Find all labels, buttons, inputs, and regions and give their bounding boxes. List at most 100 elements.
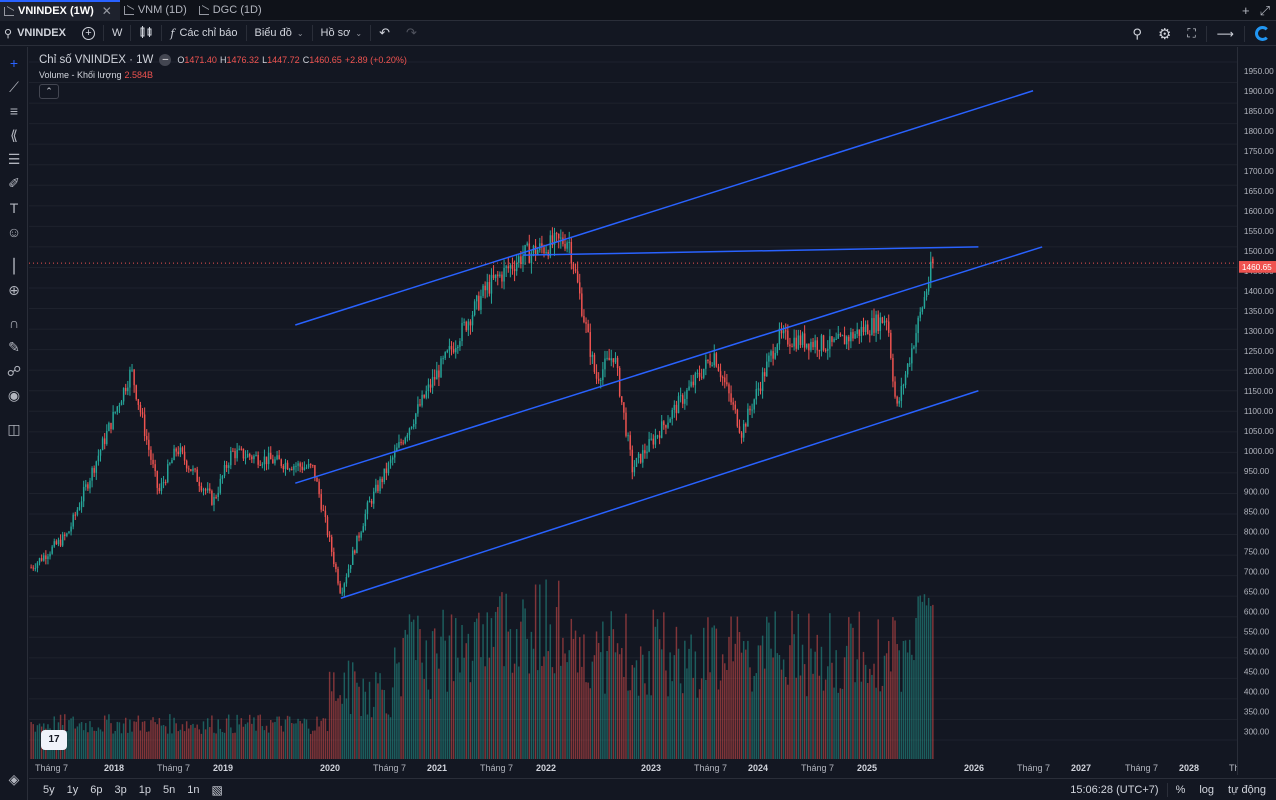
channel-upper-line[interactable] bbox=[295, 90, 1034, 326]
resistance-line[interactable] bbox=[522, 246, 979, 256]
candle bbox=[917, 315, 919, 343]
candle bbox=[192, 465, 194, 476]
candle bbox=[581, 287, 583, 318]
trash-icon[interactable]: ◫ bbox=[7, 420, 21, 437]
log-toggle[interactable]: log bbox=[1199, 784, 1215, 796]
interval-button[interactable]: W bbox=[111, 27, 123, 39]
candle bbox=[839, 332, 842, 337]
candle bbox=[742, 419, 745, 442]
volume-bar bbox=[253, 717, 255, 759]
volume-bar bbox=[740, 652, 743, 759]
volume-bar bbox=[528, 673, 531, 759]
lock-drawing-icon[interactable]: ✎ bbox=[8, 338, 20, 355]
redo-button[interactable]: ↷ bbox=[398, 21, 425, 46]
range-6m[interactable]: 6p bbox=[90, 783, 103, 796]
tab-vnm[interactable]: VNM (1D) bbox=[120, 0, 195, 21]
tradingview-logo[interactable]: 17 bbox=[41, 730, 67, 750]
auto-toggle[interactable]: tự động bbox=[1228, 784, 1266, 796]
candle bbox=[818, 349, 821, 360]
expand-button[interactable]: ⤢ bbox=[1259, 2, 1270, 18]
time-tick-label: 2025 bbox=[857, 763, 877, 773]
candle bbox=[448, 338, 451, 358]
volume-bar bbox=[818, 675, 821, 759]
trendline-icon[interactable]: ⟋ bbox=[9, 78, 19, 95]
close-icon[interactable]: ✕ bbox=[101, 4, 112, 18]
emoji-icon[interactable]: ☺ bbox=[6, 224, 22, 240]
volume-bar bbox=[509, 629, 512, 759]
range-1y[interactable]: 1y bbox=[66, 783, 79, 796]
volume-bar bbox=[255, 730, 257, 759]
channel-lower-line[interactable] bbox=[340, 390, 979, 599]
candle bbox=[64, 532, 66, 541]
magnet-icon[interactable]: ∩ bbox=[8, 315, 20, 331]
volume-bar bbox=[877, 619, 879, 759]
time-scale[interactable]: Tháng 7 2018 Tháng 7 2019 2020 Tháng 7 2021 Thá… bbox=[29, 759, 1237, 777]
volume-bar bbox=[158, 718, 161, 759]
lock-icon[interactable]: ☍ bbox=[6, 362, 22, 379]
candle bbox=[322, 504, 325, 512]
channel-middle-line[interactable] bbox=[295, 246, 1043, 484]
volume-bar bbox=[560, 665, 562, 759]
volume-bar bbox=[72, 716, 74, 759]
date-range-icon[interactable]: ▧ bbox=[211, 782, 223, 797]
candle bbox=[213, 493, 215, 512]
volume-bar bbox=[801, 644, 804, 759]
candle bbox=[713, 344, 715, 368]
eye-icon[interactable]: ◉ bbox=[7, 386, 21, 403]
candle bbox=[747, 403, 749, 427]
profile-button[interactable]: Hồ sơ ⌄ bbox=[313, 21, 371, 46]
object-tree-icon[interactable]: ◈ bbox=[8, 770, 20, 787]
range-1d[interactable]: 1n bbox=[187, 783, 200, 796]
candle bbox=[221, 474, 224, 484]
range-1m[interactable]: 1p bbox=[138, 783, 151, 796]
compare-button[interactable]: + bbox=[74, 21, 103, 46]
candle bbox=[450, 341, 453, 356]
zoom-in-icon[interactable]: ⊕ bbox=[8, 281, 20, 298]
chart-menu-button[interactable]: Biểu đồ ⌄ bbox=[247, 21, 312, 46]
candle bbox=[137, 398, 140, 410]
percent-toggle[interactable]: % bbox=[1175, 784, 1186, 796]
tab-vnindex[interactable]: VNINDEX (1W) ✕ bbox=[0, 0, 120, 21]
volume-bar bbox=[242, 726, 245, 759]
crosshair-icon[interactable]: + bbox=[9, 55, 19, 71]
volume-bar bbox=[127, 732, 129, 759]
price-scale[interactable]: 1950.00 1900.00 1850.00 1800.00 1750.00 1700.… bbox=[1237, 47, 1276, 775]
divider bbox=[370, 25, 372, 41]
candle bbox=[806, 343, 808, 350]
symbol-search[interactable]: ⚲ VNINDEX bbox=[0, 21, 74, 46]
indicators-label: Các chỉ báo bbox=[179, 27, 238, 39]
settings-button[interactable]: ⚙ bbox=[1152, 21, 1177, 46]
undo-button[interactable]: ↶ bbox=[371, 21, 398, 46]
ruler-icon[interactable]: ⎮ bbox=[10, 257, 18, 274]
collapse-legend-button[interactable]: ⌃ bbox=[39, 84, 59, 99]
candle bbox=[860, 320, 863, 343]
pattern-icon[interactable]: ⟪ bbox=[10, 126, 18, 143]
candle bbox=[511, 257, 514, 275]
time-tick-label: 2026 bbox=[964, 763, 984, 773]
tab-dgc[interactable]: DGC (1D) bbox=[195, 0, 270, 21]
range-5y[interactable]: 5y bbox=[43, 783, 55, 796]
chart-type-button[interactable] bbox=[131, 21, 161, 46]
volume-bar bbox=[343, 672, 346, 759]
share-button[interactable]: ⟶ bbox=[1211, 21, 1240, 46]
clock[interactable]: 15:06:28 (UTC+7) bbox=[1070, 784, 1159, 796]
price-chart[interactable] bbox=[29, 47, 1237, 775]
low-label: L bbox=[262, 55, 268, 65]
fullscreen-button[interactable]: ⛶ bbox=[1181, 21, 1201, 46]
minus-icon[interactable]: – bbox=[159, 54, 172, 66]
text-icon[interactable]: T bbox=[9, 200, 19, 216]
volume-bar bbox=[339, 695, 341, 759]
range-3m[interactable]: 3p bbox=[114, 783, 127, 796]
prediction-icon[interactable]: ☰ bbox=[7, 150, 21, 167]
range-5d[interactable]: 5n bbox=[163, 783, 176, 796]
horizontal-lines-icon[interactable]: ≡ bbox=[9, 103, 19, 119]
volume-bar bbox=[234, 732, 236, 759]
brush-icon[interactable]: ✐ bbox=[8, 174, 20, 191]
volume-bar bbox=[787, 684, 789, 759]
indicators-button[interactable]: f Các chỉ báo bbox=[162, 21, 245, 46]
quick-search-button[interactable]: ⚲ bbox=[1126, 21, 1148, 46]
candle bbox=[446, 349, 449, 354]
candle bbox=[797, 329, 800, 351]
add-tab-button[interactable]: + bbox=[1242, 3, 1250, 18]
volume-bar bbox=[812, 673, 814, 759]
